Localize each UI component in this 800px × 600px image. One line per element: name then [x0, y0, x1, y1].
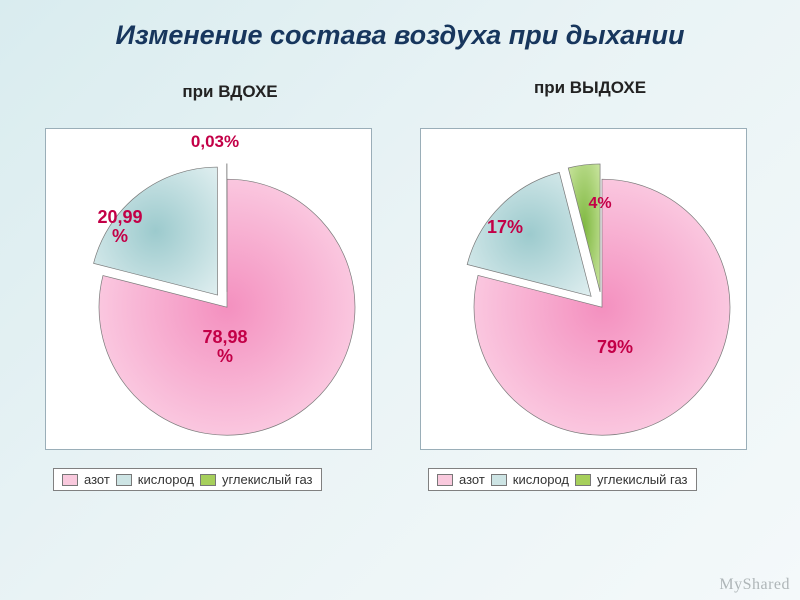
legend-label: углекислый газ: [222, 472, 313, 487]
watermark: MyShared: [719, 576, 790, 594]
pie-label-exhale-nitrogen: 79%: [580, 338, 650, 357]
legend-label: кислород: [138, 472, 194, 487]
legend-label: азот: [459, 472, 485, 487]
legend-label: кислород: [513, 472, 569, 487]
legend-label: азот: [84, 472, 110, 487]
pie-label-inhale-nitrogen: 78,98%: [180, 328, 270, 366]
legend-inhale: азот кислород углекислый газ: [53, 468, 322, 491]
pie-label-exhale-co2: 4%: [575, 196, 625, 213]
pie-label-inhale-oxygen: 20,99%: [80, 208, 160, 246]
legend-swatch: [116, 474, 132, 486]
legend-label: углекислый газ: [597, 472, 688, 487]
pie-chart-exhale: [0, 0, 800, 600]
legend-swatch: [491, 474, 507, 486]
legend-swatch: [575, 474, 591, 486]
legend-swatch: [62, 474, 78, 486]
legend-exhale: азот кислород углекислый газ: [428, 468, 697, 491]
legend-swatch: [437, 474, 453, 486]
legend-swatch: [200, 474, 216, 486]
pie-label-inhale-co2: 0,03%: [175, 133, 255, 151]
pie-label-exhale-oxygen: 17%: [475, 218, 535, 237]
